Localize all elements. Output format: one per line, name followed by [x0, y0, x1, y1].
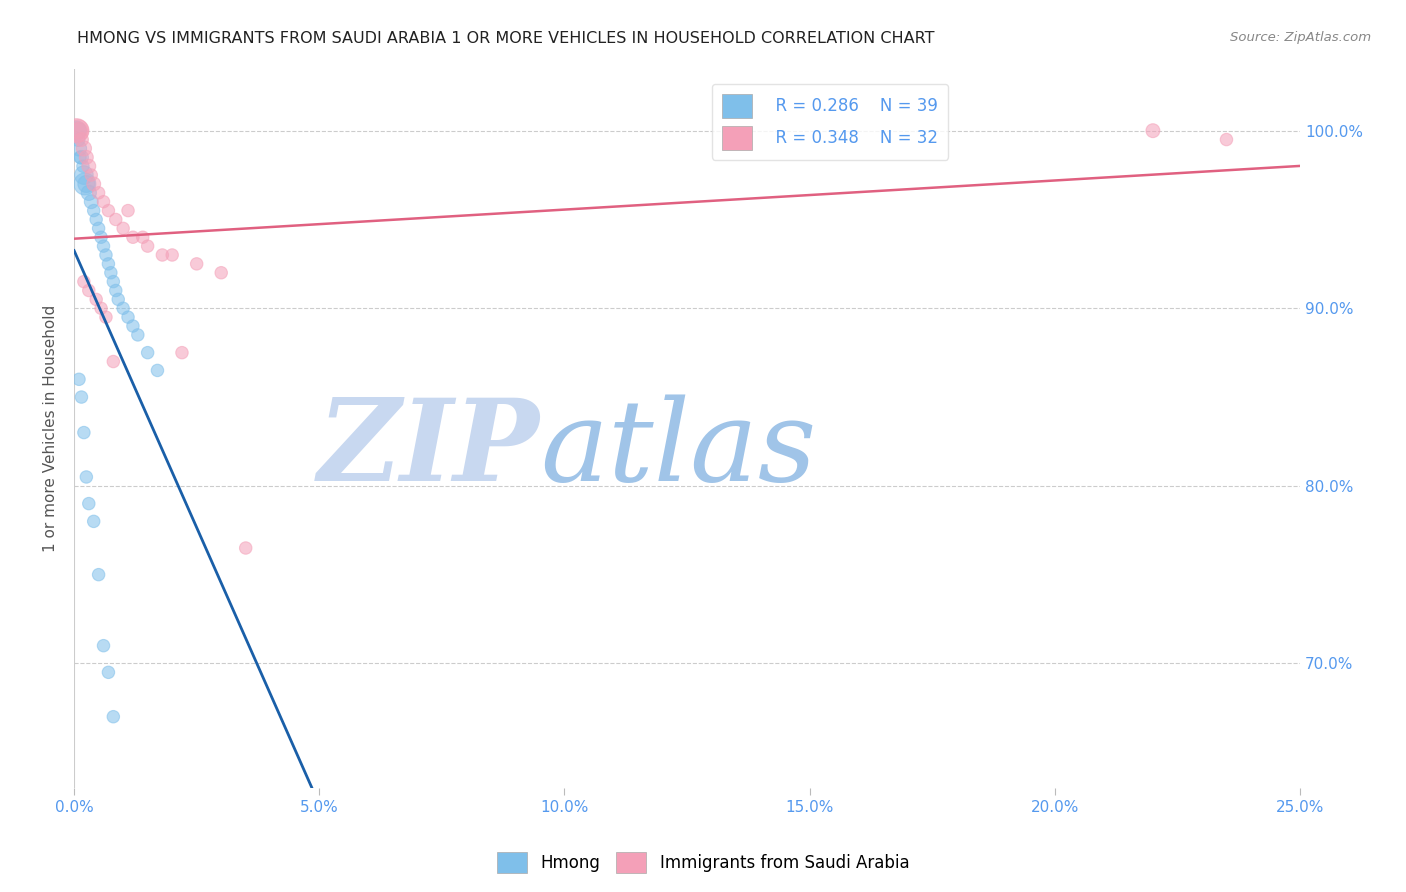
Point — [83, 203, 105, 218]
Point — [117, 203, 139, 218]
Point — [150, 248, 173, 262]
Point — [73, 141, 96, 155]
Point — [170, 345, 193, 359]
Point — [160, 248, 183, 262]
Point — [80, 194, 103, 209]
Point — [127, 327, 149, 342]
Point — [84, 293, 107, 307]
Point — [136, 345, 159, 359]
Point — [69, 150, 91, 164]
Point — [103, 275, 125, 289]
Point — [104, 212, 127, 227]
Point — [132, 230, 155, 244]
Point — [84, 212, 107, 227]
Point — [103, 354, 125, 368]
Point — [97, 203, 120, 218]
Point — [87, 221, 110, 235]
Point — [186, 257, 208, 271]
Point — [77, 186, 100, 200]
Point — [73, 168, 96, 182]
Legend:   R = 0.286    N = 39,   R = 0.348    N = 32: R = 0.286 N = 39, R = 0.348 N = 32 — [711, 84, 949, 160]
Point — [93, 194, 115, 209]
Point — [1215, 132, 1237, 146]
Point — [94, 310, 117, 325]
Point — [97, 257, 120, 271]
Legend: Hmong, Immigrants from Saudi Arabia: Hmong, Immigrants from Saudi Arabia — [489, 846, 917, 880]
Point — [65, 123, 87, 137]
Point — [122, 230, 145, 244]
Point — [67, 123, 90, 137]
Point — [66, 123, 89, 137]
Point — [66, 132, 89, 146]
Point — [75, 150, 97, 164]
Point — [87, 186, 110, 200]
Point — [83, 177, 105, 191]
Point — [209, 266, 232, 280]
Point — [80, 168, 103, 182]
Point — [75, 470, 97, 484]
Point — [67, 372, 90, 386]
Point — [1142, 123, 1164, 137]
Text: HMONG VS IMMIGRANTS FROM SAUDI ARABIA 1 OR MORE VEHICLES IN HOUSEHOLD CORRELATIO: HMONG VS IMMIGRANTS FROM SAUDI ARABIA 1 … — [77, 31, 935, 46]
Point — [73, 177, 96, 191]
Point — [77, 284, 100, 298]
Point — [146, 363, 169, 377]
Point — [83, 514, 105, 528]
Point — [90, 301, 112, 316]
Point — [235, 541, 257, 555]
Point — [122, 318, 145, 333]
Point — [117, 310, 139, 325]
Point — [75, 177, 97, 191]
Point — [65, 123, 87, 137]
Text: ZIP: ZIP — [318, 394, 540, 505]
Point — [93, 639, 115, 653]
Point — [70, 132, 93, 146]
Text: Source: ZipAtlas.com: Source: ZipAtlas.com — [1230, 31, 1371, 45]
Y-axis label: 1 or more Vehicles in Household: 1 or more Vehicles in Household — [44, 304, 58, 552]
Point — [87, 567, 110, 582]
Point — [107, 293, 129, 307]
Point — [103, 709, 125, 723]
Point — [70, 390, 93, 404]
Point — [100, 266, 122, 280]
Point — [77, 159, 100, 173]
Point — [77, 497, 100, 511]
Point — [97, 665, 120, 680]
Point — [136, 239, 159, 253]
Point — [112, 221, 135, 235]
Point — [73, 425, 96, 440]
Point — [104, 284, 127, 298]
Point — [94, 248, 117, 262]
Point — [93, 239, 115, 253]
Point — [112, 301, 135, 316]
Point — [90, 230, 112, 244]
Text: atlas: atlas — [540, 394, 817, 505]
Point — [66, 123, 89, 137]
Point — [72, 159, 94, 173]
Point — [73, 275, 96, 289]
Point — [70, 150, 93, 164]
Point — [67, 141, 90, 155]
